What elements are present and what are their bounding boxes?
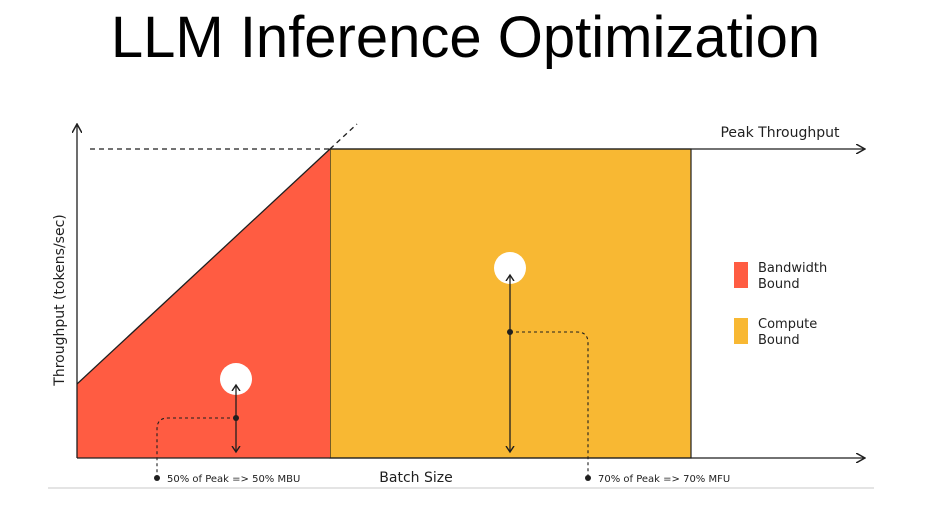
mfu-dashed-leader xyxy=(510,331,589,476)
legend-swatch-bandwidth xyxy=(734,262,748,288)
x-axis-label: Batch Size xyxy=(379,470,452,486)
mfu-marker-circle xyxy=(494,252,526,284)
mfu-annotation-text: 70% of Peak => 70% MFU xyxy=(598,474,730,485)
legend-swatch-compute xyxy=(734,318,748,344)
mbu-annotation-text: 50% of Peak => 50% MBU xyxy=(167,474,300,485)
mbu-marker-circle xyxy=(220,363,252,395)
mfu-annotation-dot xyxy=(585,475,591,481)
y-axis-label: Throughput (tokens/sec) xyxy=(52,214,68,386)
slide-title: LLM Inference Optimization xyxy=(110,5,821,70)
bandwidth-slope-line xyxy=(76,148,331,385)
legend-label-compute-line1: Compute xyxy=(758,317,817,332)
legend-label-bandwidth-line1: Bandwidth xyxy=(758,261,827,276)
legend-label-compute-line2: Bound xyxy=(758,333,800,348)
mbu-dashed-leader xyxy=(156,417,236,476)
peak-throughput-label: Peak Throughput xyxy=(720,125,840,141)
legend-label-bandwidth-line2: Bound xyxy=(758,277,800,292)
bandwidth-bound-region xyxy=(77,149,330,458)
mbu-annotation-dot xyxy=(154,475,160,481)
slope-extension-dashed xyxy=(329,123,358,150)
